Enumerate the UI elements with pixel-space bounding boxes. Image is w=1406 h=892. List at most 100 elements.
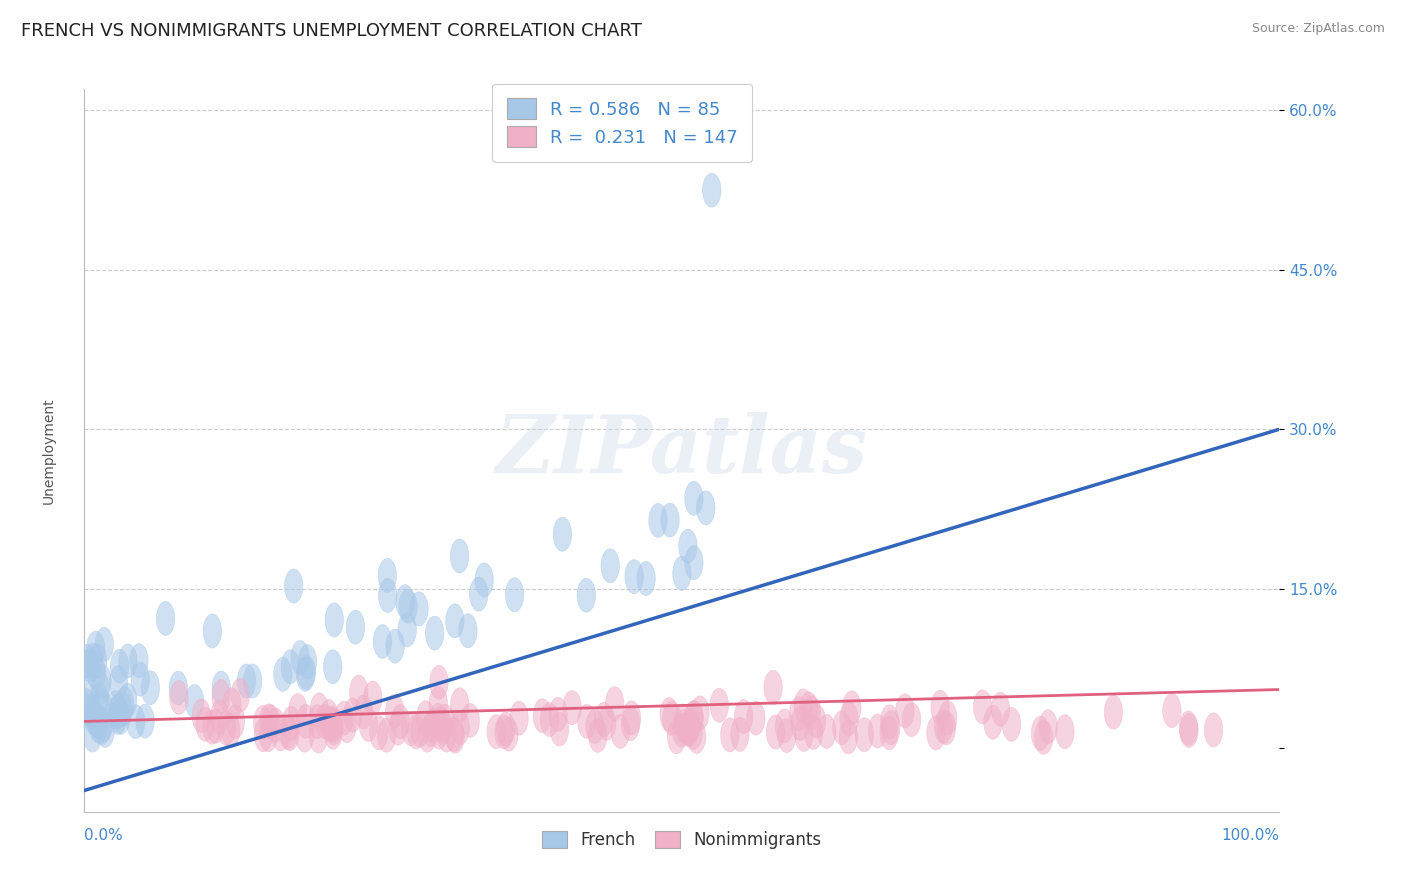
Ellipse shape — [291, 640, 309, 674]
Ellipse shape — [794, 689, 813, 723]
Ellipse shape — [335, 701, 353, 735]
Ellipse shape — [553, 517, 572, 551]
Ellipse shape — [1180, 711, 1198, 745]
Ellipse shape — [623, 701, 641, 735]
Ellipse shape — [127, 705, 145, 739]
Ellipse shape — [297, 657, 315, 691]
Ellipse shape — [505, 578, 524, 612]
Ellipse shape — [266, 708, 285, 742]
Ellipse shape — [939, 701, 957, 735]
Ellipse shape — [309, 719, 328, 753]
Ellipse shape — [364, 681, 382, 715]
Ellipse shape — [679, 712, 697, 746]
Ellipse shape — [281, 649, 299, 684]
Ellipse shape — [839, 720, 858, 754]
Ellipse shape — [576, 578, 596, 612]
Ellipse shape — [112, 700, 131, 734]
Ellipse shape — [259, 718, 277, 752]
Ellipse shape — [141, 671, 159, 705]
Ellipse shape — [323, 715, 342, 749]
Ellipse shape — [973, 690, 991, 724]
Ellipse shape — [370, 715, 388, 749]
Ellipse shape — [1104, 695, 1122, 729]
Ellipse shape — [496, 712, 515, 746]
Ellipse shape — [1056, 714, 1074, 748]
Ellipse shape — [792, 706, 810, 740]
Ellipse shape — [378, 558, 396, 592]
Ellipse shape — [114, 692, 132, 726]
Ellipse shape — [84, 701, 103, 735]
Ellipse shape — [315, 705, 333, 739]
Ellipse shape — [475, 563, 494, 597]
Ellipse shape — [550, 712, 568, 746]
Ellipse shape — [321, 707, 340, 741]
Ellipse shape — [93, 689, 111, 723]
Ellipse shape — [731, 717, 749, 751]
Ellipse shape — [87, 703, 105, 737]
Ellipse shape — [359, 707, 378, 741]
Ellipse shape — [337, 708, 356, 742]
Ellipse shape — [399, 590, 418, 624]
Ellipse shape — [274, 657, 292, 691]
Ellipse shape — [82, 648, 100, 682]
Ellipse shape — [470, 577, 488, 611]
Ellipse shape — [510, 701, 529, 735]
Ellipse shape — [775, 709, 793, 743]
Ellipse shape — [710, 689, 728, 723]
Ellipse shape — [458, 614, 477, 648]
Text: ZIPatlas: ZIPatlas — [496, 412, 868, 489]
Ellipse shape — [855, 718, 873, 752]
Ellipse shape — [288, 693, 307, 728]
Ellipse shape — [673, 704, 692, 738]
Ellipse shape — [533, 698, 551, 732]
Ellipse shape — [672, 714, 690, 747]
Ellipse shape — [446, 719, 464, 754]
Ellipse shape — [1002, 707, 1021, 741]
Ellipse shape — [589, 718, 607, 752]
Ellipse shape — [683, 715, 702, 749]
Ellipse shape — [804, 715, 823, 749]
Ellipse shape — [661, 503, 679, 537]
Ellipse shape — [679, 529, 697, 563]
Ellipse shape — [434, 710, 453, 744]
Ellipse shape — [685, 482, 703, 516]
Ellipse shape — [108, 700, 127, 734]
Ellipse shape — [430, 665, 449, 699]
Ellipse shape — [80, 683, 98, 717]
Ellipse shape — [212, 680, 231, 714]
Ellipse shape — [406, 715, 426, 749]
Ellipse shape — [90, 709, 108, 743]
Ellipse shape — [409, 591, 429, 626]
Ellipse shape — [222, 714, 240, 747]
Ellipse shape — [83, 695, 101, 729]
Ellipse shape — [903, 703, 921, 737]
Ellipse shape — [388, 711, 408, 745]
Ellipse shape — [87, 631, 105, 665]
Ellipse shape — [803, 696, 821, 730]
Ellipse shape — [118, 683, 136, 717]
Ellipse shape — [202, 710, 221, 744]
Ellipse shape — [595, 702, 613, 737]
Ellipse shape — [308, 705, 326, 739]
Ellipse shape — [839, 702, 858, 736]
Ellipse shape — [262, 705, 280, 739]
Ellipse shape — [402, 712, 420, 746]
Ellipse shape — [253, 706, 271, 739]
Ellipse shape — [682, 709, 700, 743]
Ellipse shape — [436, 705, 454, 739]
Ellipse shape — [325, 707, 343, 742]
Ellipse shape — [79, 644, 97, 679]
Ellipse shape — [423, 708, 441, 743]
Ellipse shape — [83, 718, 101, 752]
Ellipse shape — [721, 718, 740, 752]
Ellipse shape — [747, 701, 765, 735]
Ellipse shape — [231, 678, 249, 712]
Ellipse shape — [766, 715, 785, 749]
Ellipse shape — [311, 693, 329, 727]
Ellipse shape — [76, 692, 94, 726]
Ellipse shape — [385, 694, 404, 728]
Ellipse shape — [416, 701, 434, 735]
Ellipse shape — [350, 675, 368, 709]
Text: 100.0%: 100.0% — [1222, 828, 1279, 843]
Ellipse shape — [662, 701, 681, 735]
